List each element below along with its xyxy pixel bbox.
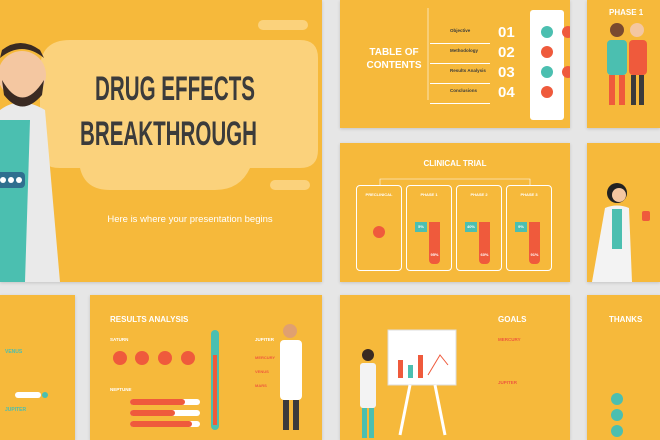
trial-card-label: PRECLINICAL [365,192,393,197]
trial-card-label: PHASE 1 [420,192,438,197]
toc-item-label: Methodology [450,48,478,53]
goals-slide: GOALS MERCURY JUPITER [340,295,570,440]
toc-title: TABLE OF CONTENTS [366,47,422,71]
toc-art [427,8,570,120]
results-section: SATURN [110,337,129,342]
clinical-slide: CLINICAL TRIAL PRECLINICAL PHASE 1 5% 95% PH… [340,143,570,282]
trial-top-value: 5% [415,222,427,232]
results-art [113,324,302,430]
clinical-art [379,178,531,185]
goals-title: GOALS [498,315,527,324]
phase-art [607,23,647,105]
main-title-line1: DRUG EFFECTS [95,70,255,108]
doctor-slide [587,143,660,282]
toc-item-label: Results Analysis [450,68,486,73]
phase-slide: PHASE 1 [587,0,660,128]
results-item: MERCURY [255,355,276,360]
trial-bar [479,222,490,264]
trial-bottom-value: 91% [530,252,539,257]
side-item: VENUS [5,349,23,355]
results-section: NEPTUNE [110,387,132,392]
trial-card: PHASE 3 9% 91% [506,185,552,271]
main-title-line2: BREAKTHROUGH [80,115,257,153]
toc-slide: TABLE OF CONTENTS Objective 01 Methodology… [340,0,570,128]
results-item: MARS [255,383,267,388]
side-item: JUPITER [5,407,27,413]
goals-art [360,329,457,438]
phase-title: PHASE 1 [609,8,644,17]
goals-item: JUPITER [498,380,518,385]
main-art: DRUG EFFECTS BREAKTHROUGH Here is where … [0,20,318,282]
thanks-art [611,393,623,437]
results-item: VENUS [255,369,269,374]
main-subtitle: Here is where your presentation begins [107,214,273,225]
main-slide: DRUG EFFECTS BREAKTHROUGH Here is where … [0,0,322,282]
results-title: RESULTS ANALYSIS [110,315,189,324]
toc-item-label: Objective [450,28,471,33]
toc-item-number: 03 [498,64,515,81]
flask [373,226,385,238]
trial-card-label: PHASE 2 [470,192,488,197]
toc-line [430,63,490,64]
trial-top-value: 9% [515,222,527,232]
goals-item: MERCURY [498,337,521,342]
thanks-title: THANKS [609,315,643,324]
trial-bar [529,222,540,264]
toc-item-number: 01 [498,24,515,41]
toc-line [430,83,490,84]
toc-item-label: Conclusions [450,88,478,93]
trial-bar [429,222,440,264]
results-slide: RESULTS ANALYSIS SATURN NEPTUNE JUPITER … [90,295,322,440]
thanks-slide: THANKS [587,295,660,440]
trial-top-value: 40% [465,222,477,232]
toc-item-number: 02 [498,44,515,61]
side-art [15,392,48,398]
trial-bottom-value: 60% [480,252,489,257]
trial-card: PHASE 1 5% 95% [406,185,452,271]
trial-bottom-value: 95% [430,252,439,257]
trial-card: PRECLINICAL [356,185,402,271]
doctor-art [592,183,650,282]
results-right-title: JUPITER [255,337,275,342]
toc-line [430,43,490,44]
toc-line [430,103,490,104]
toc-item-number: 04 [498,84,515,101]
trial-card: PHASE 2 40% 60% [456,185,502,271]
trial-card-label: PHASE 3 [520,192,538,197]
clinical-title: CLINICAL TRIAL [423,159,487,168]
side-slide: VENUS JUPITER [0,295,75,440]
